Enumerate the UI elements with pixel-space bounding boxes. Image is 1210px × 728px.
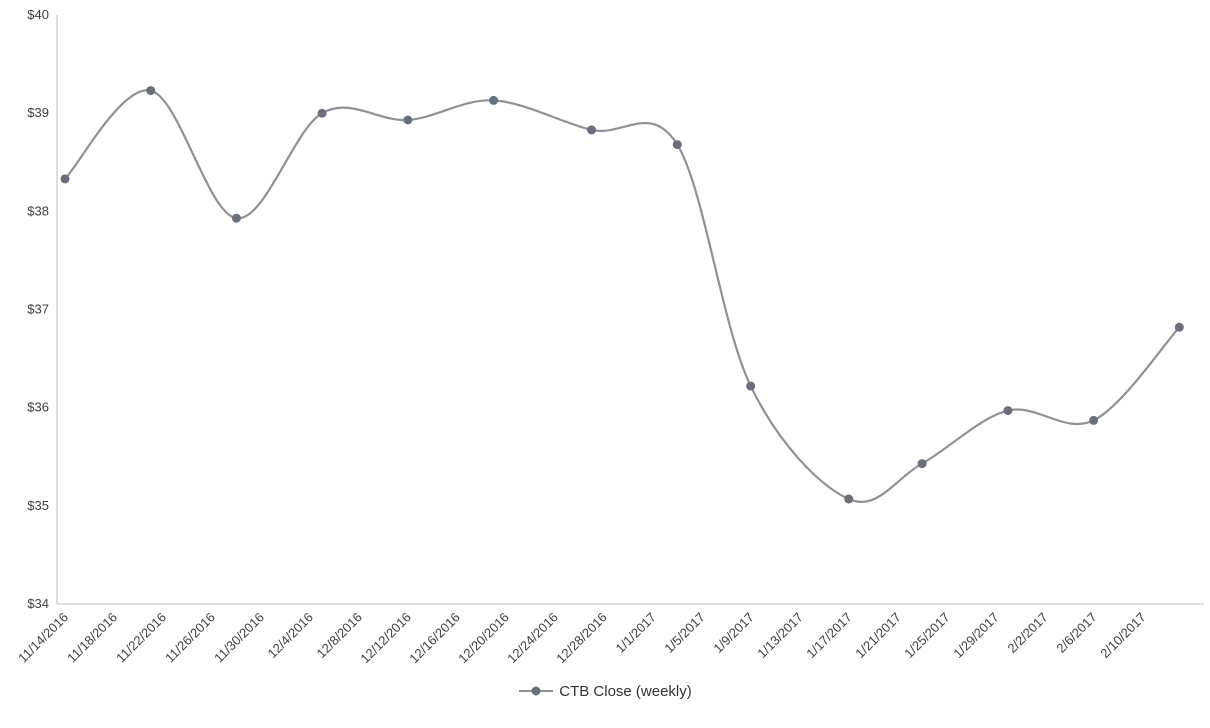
data-point-marker [917,459,927,469]
data-point-marker [1174,322,1184,332]
y-tick-label: $39 [27,105,49,120]
line-chart-canvas: $34 $35 $36 $37 $38 $39 $40 11/14/201611/18/201… [15,7,1204,667]
x-tick-label: 12/12/2016 [357,610,414,667]
x-tick-label: 1/1/2017 [613,610,659,656]
data-point-marker [587,125,596,135]
data-point-marker [317,108,327,118]
y-tick-label: $34 [27,596,49,611]
x-tick-label: 1/5/2017 [661,610,707,656]
x-tick-label: 11/18/2016 [64,610,120,666]
legend-line-marker-icon [519,686,554,696]
x-tick-label: 2/6/2017 [1053,610,1099,656]
data-point-marker [1003,406,1013,416]
x-tick-label: 11/26/2016 [162,610,218,666]
x-tick-label: 11/14/2016 [15,610,71,666]
x-tick-label: 2/10/2017 [1097,610,1149,662]
x-tick-label: 12/20/2016 [455,610,512,667]
data-point-marker [403,115,413,125]
x-tick-label: 1/9/2017 [710,610,756,656]
y-tick-label: $35 [27,498,49,513]
x-tick-label: 1/21/2017 [852,610,904,662]
x-tick-label: 12/16/2016 [406,610,463,667]
y-tick-label: $40 [27,7,49,22]
x-tick-label: 11/30/2016 [211,610,267,666]
data-point-marker [231,213,241,223]
x-tick-label: 2/2/2017 [1004,610,1050,656]
legend-marker [531,686,541,696]
x-tick-label: 1/25/2017 [901,610,953,662]
legend: CTB Close (weekly) [0,678,1210,704]
x-tick-label: 12/24/2016 [504,610,561,667]
x-tick-label: 12/28/2016 [553,610,610,667]
data-point-marker [146,86,156,96]
data-point-marker [746,381,756,391]
x-tick-label: 1/13/2017 [754,610,806,662]
x-tick-label: 12/8/2016 [314,610,366,662]
y-tick-label: $36 [27,400,49,415]
x-tick-label: 12/4/2016 [265,610,317,662]
x-tick-label: 1/17/2017 [803,610,855,662]
y-tick-label: $37 [27,302,49,317]
legend-label: CTB Close (weekly) [559,682,692,700]
data-point-marker [60,174,70,184]
x-tick-label: 11/22/2016 [113,610,169,666]
data-point-marker [1089,415,1099,425]
data-point-marker [489,95,499,105]
data-point-marker [672,140,682,150]
x-tick-label: 1/29/2017 [950,610,1002,662]
series-line [64,89,1181,503]
y-tick-label: $38 [27,203,49,218]
data-point-marker [844,494,854,504]
